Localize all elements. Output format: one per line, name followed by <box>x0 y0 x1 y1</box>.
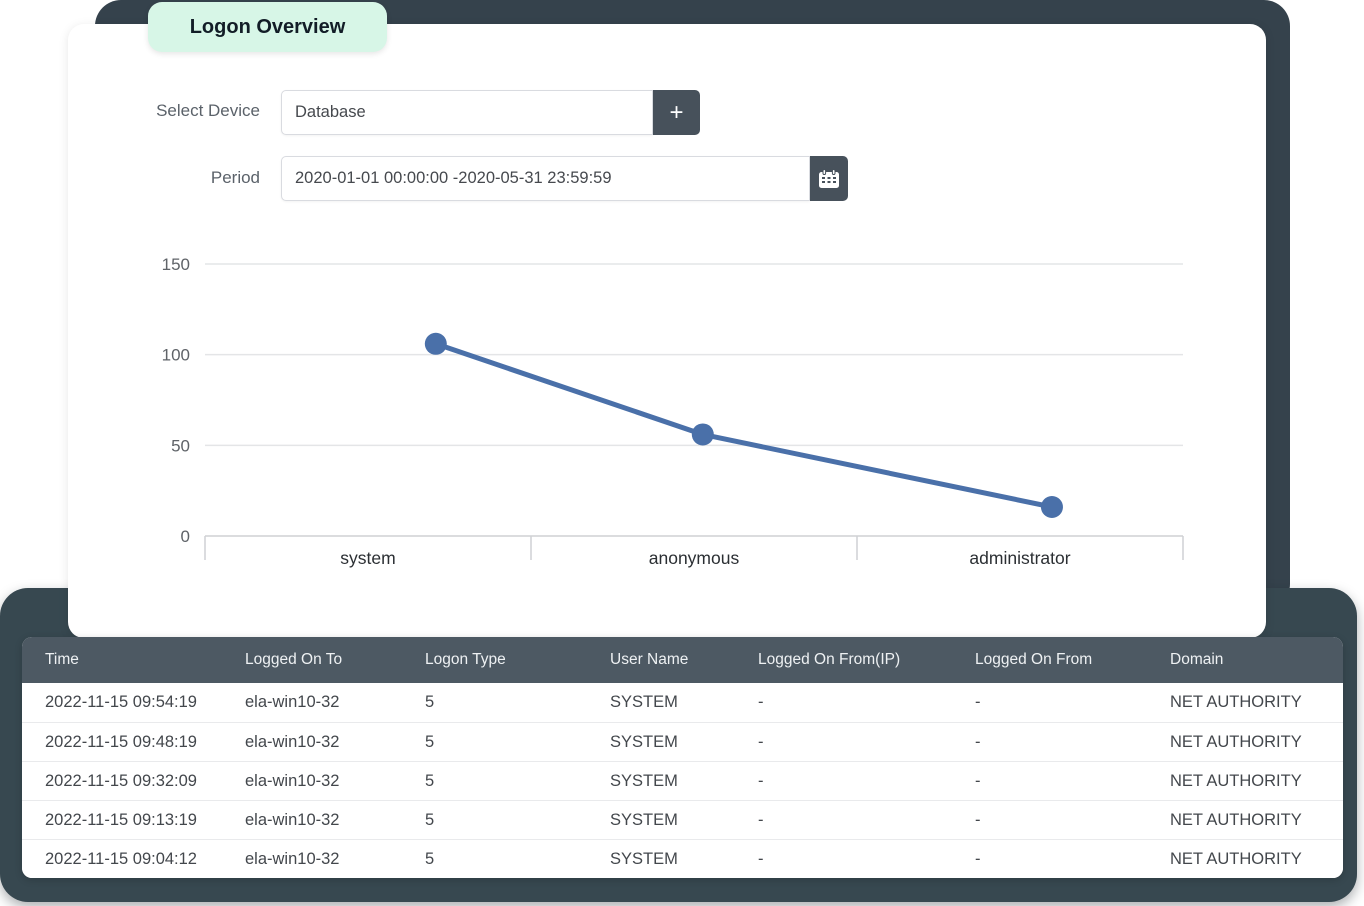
table-cell: 5 <box>425 732 435 751</box>
x-axis-category-label: anonymous <box>649 548 740 568</box>
table-header-row: Time Logged On To Logon Type User Name Logge… <box>22 637 1343 683</box>
device-input[interactable] <box>281 90 653 135</box>
table-cell: SYSTEM <box>610 693 678 711</box>
table-row: 2022-11-15 09:54:19 ela-win10-32 5 SYSTEM - -… <box>22 683 1343 722</box>
period-label: Period <box>210 168 260 187</box>
table-cell: SYSTEM <box>610 849 678 868</box>
table-cell: SYSTEM <box>610 810 678 829</box>
chart-line-series <box>433 341 1055 510</box>
table-cell: 2022-11-15 09:32:09 <box>45 771 197 790</box>
logon-line-chart: 0 50 100 150 system anonymous administrator <box>68 254 1266 614</box>
table-header-cell: Logged On From(IP) <box>758 651 901 668</box>
table-cell: - <box>758 771 764 790</box>
table-cell: ela-win10-32 <box>245 693 340 711</box>
y-axis-tick-label: 50 <box>171 436 190 455</box>
y-axis-tick-label: 150 <box>162 255 190 274</box>
table-body: 2022-11-15 09:54:19 ela-win10-32 5 SYSTEM - -… <box>22 683 1343 878</box>
select-device-label: Select Device <box>156 101 260 120</box>
y-axis-tick-label: 100 <box>162 346 190 365</box>
plus-icon: + <box>669 98 684 126</box>
table-cell: 2022-11-15 09:54:19 <box>45 693 197 711</box>
table-cell: 5 <box>425 693 435 711</box>
table-cell: - <box>975 732 981 751</box>
table-cell: ela-win10-32 <box>245 732 340 751</box>
table-header-cell: Logged On To <box>245 651 343 668</box>
table-row: 2022-11-15 09:13:19 ela-win10-32 5 SYSTEM - -… <box>22 800 1343 839</box>
table-header-cell: Time <box>45 651 79 668</box>
table-cell: - <box>758 849 764 868</box>
chart-data-point[interactable] <box>424 332 447 355</box>
y-axis-tick-label: 0 <box>181 527 190 546</box>
table-header-cell: Logon Type <box>425 651 506 668</box>
x-axis-category-label: administrator <box>969 548 1070 568</box>
page-title: Logon Overview <box>148 2 387 52</box>
table-cell: - <box>758 693 764 711</box>
table-cell: - <box>758 810 764 829</box>
x-axis-category-label: system <box>340 548 395 568</box>
calendar-icon <box>819 168 839 188</box>
period-input[interactable] <box>281 156 810 201</box>
table-cell: - <box>975 771 981 790</box>
table-header-cell: User Name <box>610 651 689 668</box>
table-row: 2022-11-15 09:04:12 ela-win10-32 5 SYSTEM - -… <box>22 839 1343 878</box>
table-cell: 2022-11-15 09:13:19 <box>45 810 197 829</box>
logon-events-table: Time Logged On To Logon Type User Name Logge… <box>22 637 1343 878</box>
chart-data-point[interactable] <box>691 423 714 446</box>
page-title-label: Logon Overview <box>189 15 346 38</box>
chart-data-point[interactable] <box>1040 495 1063 518</box>
table-cell: - <box>975 810 981 829</box>
table-cell: ela-win10-32 <box>245 771 340 790</box>
calendar-button[interactable] <box>810 156 848 201</box>
table-header-cell: Domain <box>1170 651 1224 668</box>
table-cell: 2022-11-15 09:48:19 <box>45 732 197 751</box>
table-row: 2022-11-15 09:48:19 ela-win10-32 5 SYSTEM - -… <box>22 722 1343 761</box>
table-cell: 5 <box>425 849 435 868</box>
line-chart-canvas: 0 50 100 150 system anonymous administrator <box>162 255 1184 568</box>
table-cell: SYSTEM <box>610 771 678 790</box>
table-cell: NET AUTHORITY <box>1170 693 1302 711</box>
table-cell: - <box>975 849 981 868</box>
table-cell: NET AUTHORITY <box>1170 732 1302 751</box>
table-cell: 5 <box>425 810 435 829</box>
table-cell: - <box>758 732 764 751</box>
table-cell: NET AUTHORITY <box>1170 810 1302 829</box>
table-cell: NET AUTHORITY <box>1170 849 1302 868</box>
add-device-button[interactable]: + <box>653 90 700 135</box>
table-cell: - <box>975 693 981 711</box>
table-cell: NET AUTHORITY <box>1170 771 1302 790</box>
table-row: 2022-11-15 09:32:09 ela-win10-32 5 SYSTEM - -… <box>22 761 1343 800</box>
table-cell: 2022-11-15 09:04:12 <box>45 849 197 868</box>
table-cell: ela-win10-32 <box>245 810 340 829</box>
table-cell: 5 <box>425 771 435 790</box>
table-header-cell: Logged On From <box>975 651 1093 668</box>
table-cell: SYSTEM <box>610 732 678 751</box>
overview-card: Select Device + Period 0 50 100 150 system an… <box>68 24 1266 638</box>
table-cell: ela-win10-32 <box>245 849 340 868</box>
